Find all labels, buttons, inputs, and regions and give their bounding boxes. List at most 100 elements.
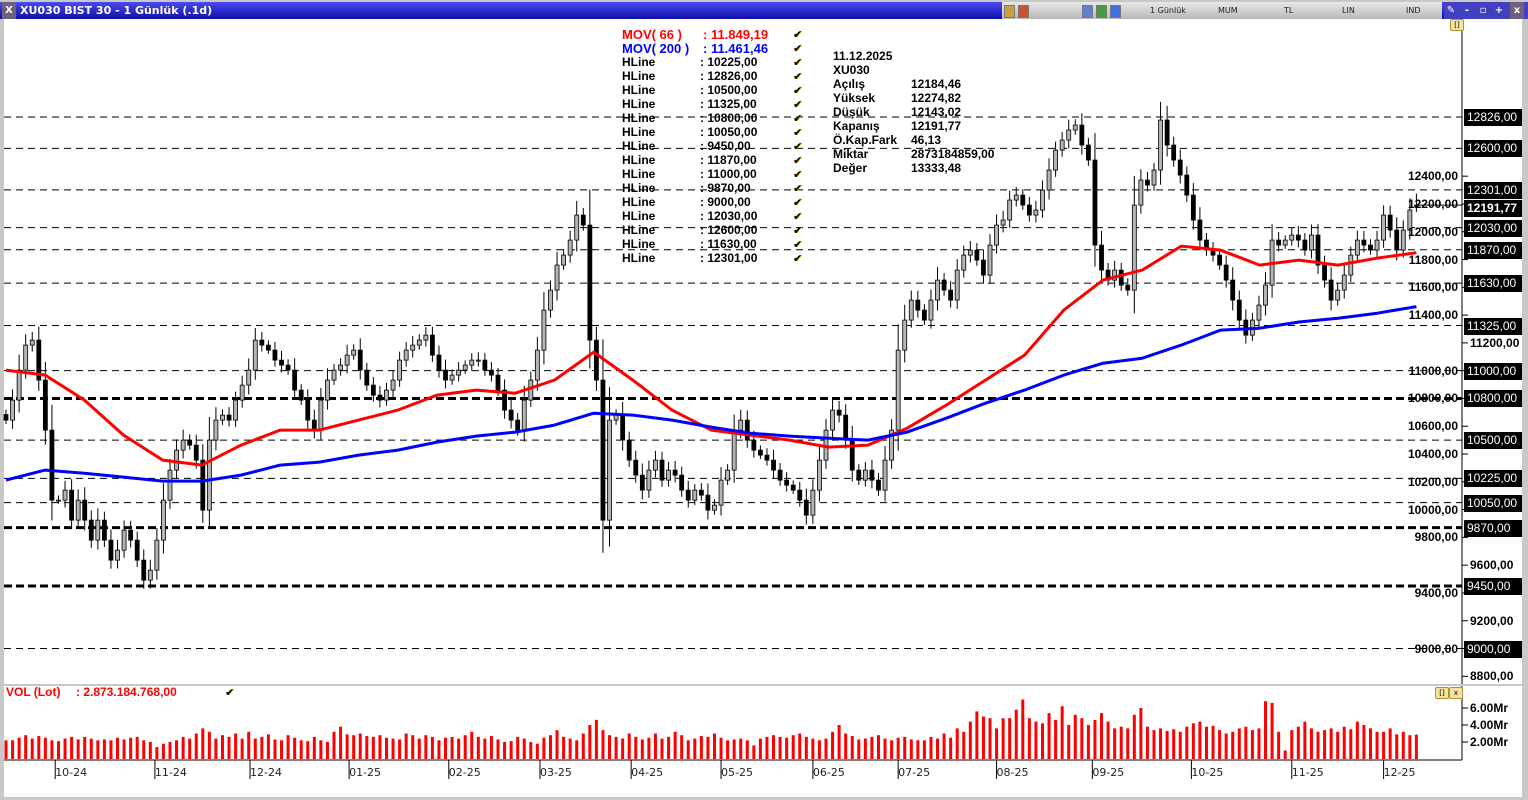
volume-bar [4,740,8,759]
candle-body [10,399,15,421]
volume-bar [227,736,231,759]
checkmark-icon[interactable]: ✔ [793,224,803,237]
info-symbol: XU030 [833,63,870,77]
price-tick-label: 11400,00 [1408,308,1458,323]
info-label: Kapanış [833,119,880,133]
volume-bar [621,738,625,759]
date-tick-label: 08-25 [996,766,1029,779]
volume-bar [247,731,251,759]
maximize-panel-button[interactable]: [] [1435,687,1449,699]
hline-price-label[interactable]: 9870,00 [1464,519,1522,537]
hline-price-label[interactable]: 11000,00 [1464,362,1522,380]
grid-icon[interactable] [1082,5,1093,18]
minimize-icon[interactable]: - [1464,5,1470,16]
candle-body [49,429,55,501]
volume-bar [1100,713,1104,759]
checkmark-icon[interactable]: ✔ [793,168,803,181]
checkmark-icon[interactable]: ✔ [793,210,803,223]
volume-bar [299,740,303,759]
tools-icon[interactable]: ✎ [1446,5,1456,16]
candle-body [1309,234,1314,251]
hline-price-label[interactable]: 10050,00 [1464,494,1522,512]
checkmark-icon[interactable]: ✔ [793,98,803,111]
checkmark-icon[interactable]: ✔ [793,56,803,69]
candle-body [403,349,409,361]
checkmark-icon[interactable]: ✔ [793,112,803,125]
scale-select[interactable]: LIN [1342,6,1355,15]
restore-icon[interactable]: ▫ [1479,5,1487,16]
checkmark-icon[interactable]: ✔ [225,686,235,699]
checkmark-icon[interactable]: ✔ [793,126,803,139]
volume-bar [765,736,769,759]
checkmark-icon[interactable]: ✔ [793,70,803,83]
candle-body [1217,254,1222,266]
volume-bar [417,738,421,759]
print-icon[interactable] [1018,5,1029,18]
draw-icon[interactable] [1096,5,1107,18]
hline-price-label[interactable]: 11870,00 [1464,241,1522,259]
candle-body [141,559,147,581]
hline-price-label[interactable]: 11325,00 [1464,317,1522,335]
checkmark-icon[interactable]: ✔ [793,28,803,41]
settings-icon[interactable] [1004,5,1015,18]
checkmark-icon[interactable]: ✔ [793,196,803,209]
candle-body [121,529,127,551]
candle-body [423,334,429,341]
price-tick-label: 11000,00 [1408,363,1458,378]
hline-price-label[interactable]: 11630,00 [1464,275,1522,293]
candle-body [167,469,173,501]
hline-price-label[interactable]: 12826,00 [1464,109,1522,126]
style-select[interactable]: MUM [1218,6,1238,15]
checkmark-icon[interactable]: ✔ [793,182,803,195]
hline-price-label[interactable]: 10800,00 [1464,390,1522,408]
candle-body [1053,149,1058,171]
candle-body [1086,144,1091,161]
checkmark-icon[interactable]: ✔ [793,140,803,153]
volume-bar [155,747,159,759]
volume-bar [70,736,74,759]
candle-body [75,499,81,521]
indicator-icon[interactable] [1110,5,1121,18]
volume-tick-label: 2.00Mr [1470,735,1509,749]
volume-bar [968,721,972,759]
volume-bar [312,736,316,759]
period-select[interactable]: 1 Günlük [1150,6,1186,15]
checkmark-icon[interactable]: ✔ [793,252,803,265]
volume-bar [719,737,723,759]
candle-body [1295,234,1301,241]
maximize-icon[interactable]: + [1494,5,1504,16]
volume-label: VOL (Lot) [6,685,61,699]
close-panel-button[interactable]: x [1449,687,1463,699]
candle-body [862,469,868,481]
candle-body [580,214,586,226]
hline-price-label[interactable]: 9450,00 [1464,577,1522,595]
date-tick-label: 04-25 [631,766,664,779]
checkmark-icon[interactable]: ✔ [793,42,803,55]
date-tick-label: 03-25 [539,766,572,779]
hline-price-label[interactable]: 9000,00 [1464,640,1522,658]
hline-price-label[interactable]: 12030,00 [1464,219,1522,237]
window-title: XU030 BIST 30 - 1 Günlük (.1d) [20,4,213,17]
date-tick-label: 07-25 [898,766,931,779]
checkmark-icon[interactable]: ✔ [793,154,803,167]
candle-body [265,344,271,351]
panel-options-button[interactable]: [] [1450,19,1464,31]
indicator-select[interactable]: IND [1406,6,1421,15]
checkmark-icon[interactable]: ✔ [793,238,803,251]
volume-bar [988,718,992,759]
hline-price-label[interactable]: 12600,00 [1464,140,1522,158]
currency-select[interactable]: TL [1284,6,1294,15]
volume-bar [870,736,874,759]
hline-price-label[interactable]: 10500,00 [1464,432,1522,450]
hline-price-label[interactable]: 12301,00 [1464,181,1522,199]
volume-bar [188,738,192,759]
title-bar: X XU030 BIST 30 - 1 Günlük (.1d) 1 Günlü… [0,2,1528,19]
close-window-icon[interactable]: x [1510,2,1524,19]
close-icon[interactable]: X [2,2,16,19]
hline-price-label[interactable]: 10225,00 [1464,470,1522,488]
candle-body [206,439,212,511]
checkmark-icon[interactable]: ✔ [793,84,803,97]
candle-body [515,419,521,431]
date-tick-label: 02-25 [448,766,481,779]
